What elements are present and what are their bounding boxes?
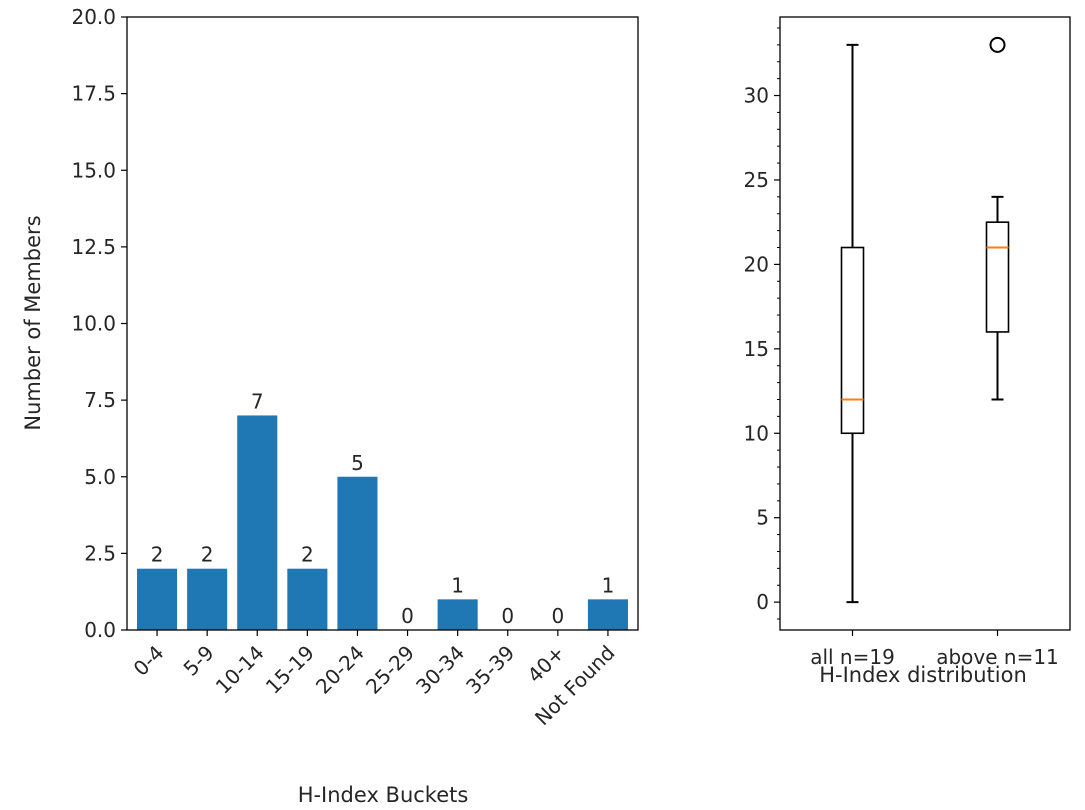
box-y-tick-label: 0 <box>756 590 769 614</box>
bar-value-label: 7 <box>251 389 264 413</box>
box-iqr <box>840 246 865 435</box>
bar-value-label: 0 <box>401 604 414 628</box>
box-plot-frame <box>779 16 1071 631</box>
box-plot-chart: 0 5 10 15 20 25 30 all n=19 above n=11 H-Index … <box>744 16 1071 687</box>
bar-value-label: 5 <box>351 451 364 475</box>
bar-value-label: 1 <box>451 573 464 597</box>
bar-y-tick-label: 17.5 <box>71 82 116 106</box>
bar-y-axis: 0.0 2.5 5.0 7.5 10.0 12.5 15.0 17.5 20.0 <box>71 5 127 642</box>
bar-y-tick-label: 5.0 <box>84 465 116 489</box>
bar-value-label: 0 <box>551 604 564 628</box>
bar <box>187 568 228 630</box>
box-x-axis-title: H-Index distribution <box>819 663 1027 687</box>
bar-y-tick-label: 20.0 <box>71 5 116 29</box>
bar <box>287 568 328 630</box>
bar <box>437 599 478 630</box>
box-outlier <box>989 36 1006 53</box>
bar-value-label: 2 <box>151 543 164 567</box>
bar-plot-frame <box>126 16 639 631</box>
bar-x-axis-title: H-Index Buckets <box>298 783 469 807</box>
bar <box>237 415 278 630</box>
bar-y-tick-label: 10.0 <box>71 312 116 336</box>
bar-y-tick-label: 2.5 <box>84 541 116 565</box>
box-y-tick-label: 10 <box>744 421 769 445</box>
bar-y-axis-title: Number of Members <box>21 215 45 430</box>
box-y-tick-label: 25 <box>744 168 769 192</box>
bar-value-label: 0 <box>501 604 514 628</box>
bar <box>337 476 378 630</box>
bar-y-tick-label: 0.0 <box>84 618 116 642</box>
box-y-tick-label: 5 <box>756 506 769 530</box>
bar <box>587 599 628 630</box>
bar-value-label: 1 <box>602 573 615 597</box>
bar-value-label: 2 <box>201 543 214 567</box>
box-x-tick-label: above n=11 <box>936 645 1059 669</box>
box-y-tick-label: 20 <box>744 252 769 276</box>
box-iqr <box>985 221 1010 333</box>
bar <box>137 568 178 630</box>
bar-value-label: 2 <box>301 543 314 567</box>
bar-y-tick-label: 15.0 <box>71 158 116 182</box>
bar-y-tick-label: 7.5 <box>84 388 116 412</box>
bar-marks: 2 2 7 2 5 0 1 0 0 1 <box>137 389 628 630</box>
box-x-axis: all n=19 above n=11 <box>810 630 1059 669</box>
bar-y-tick-label: 12.5 <box>71 235 116 259</box>
box-marks <box>840 36 1010 604</box>
box-y-axis: 0 5 10 15 20 25 30 <box>744 27 780 620</box>
box-y-tick-label: 30 <box>744 84 769 108</box>
box-x-tick-label: all n=19 <box>810 645 895 669</box>
box-y-tick-label: 15 <box>744 337 769 361</box>
